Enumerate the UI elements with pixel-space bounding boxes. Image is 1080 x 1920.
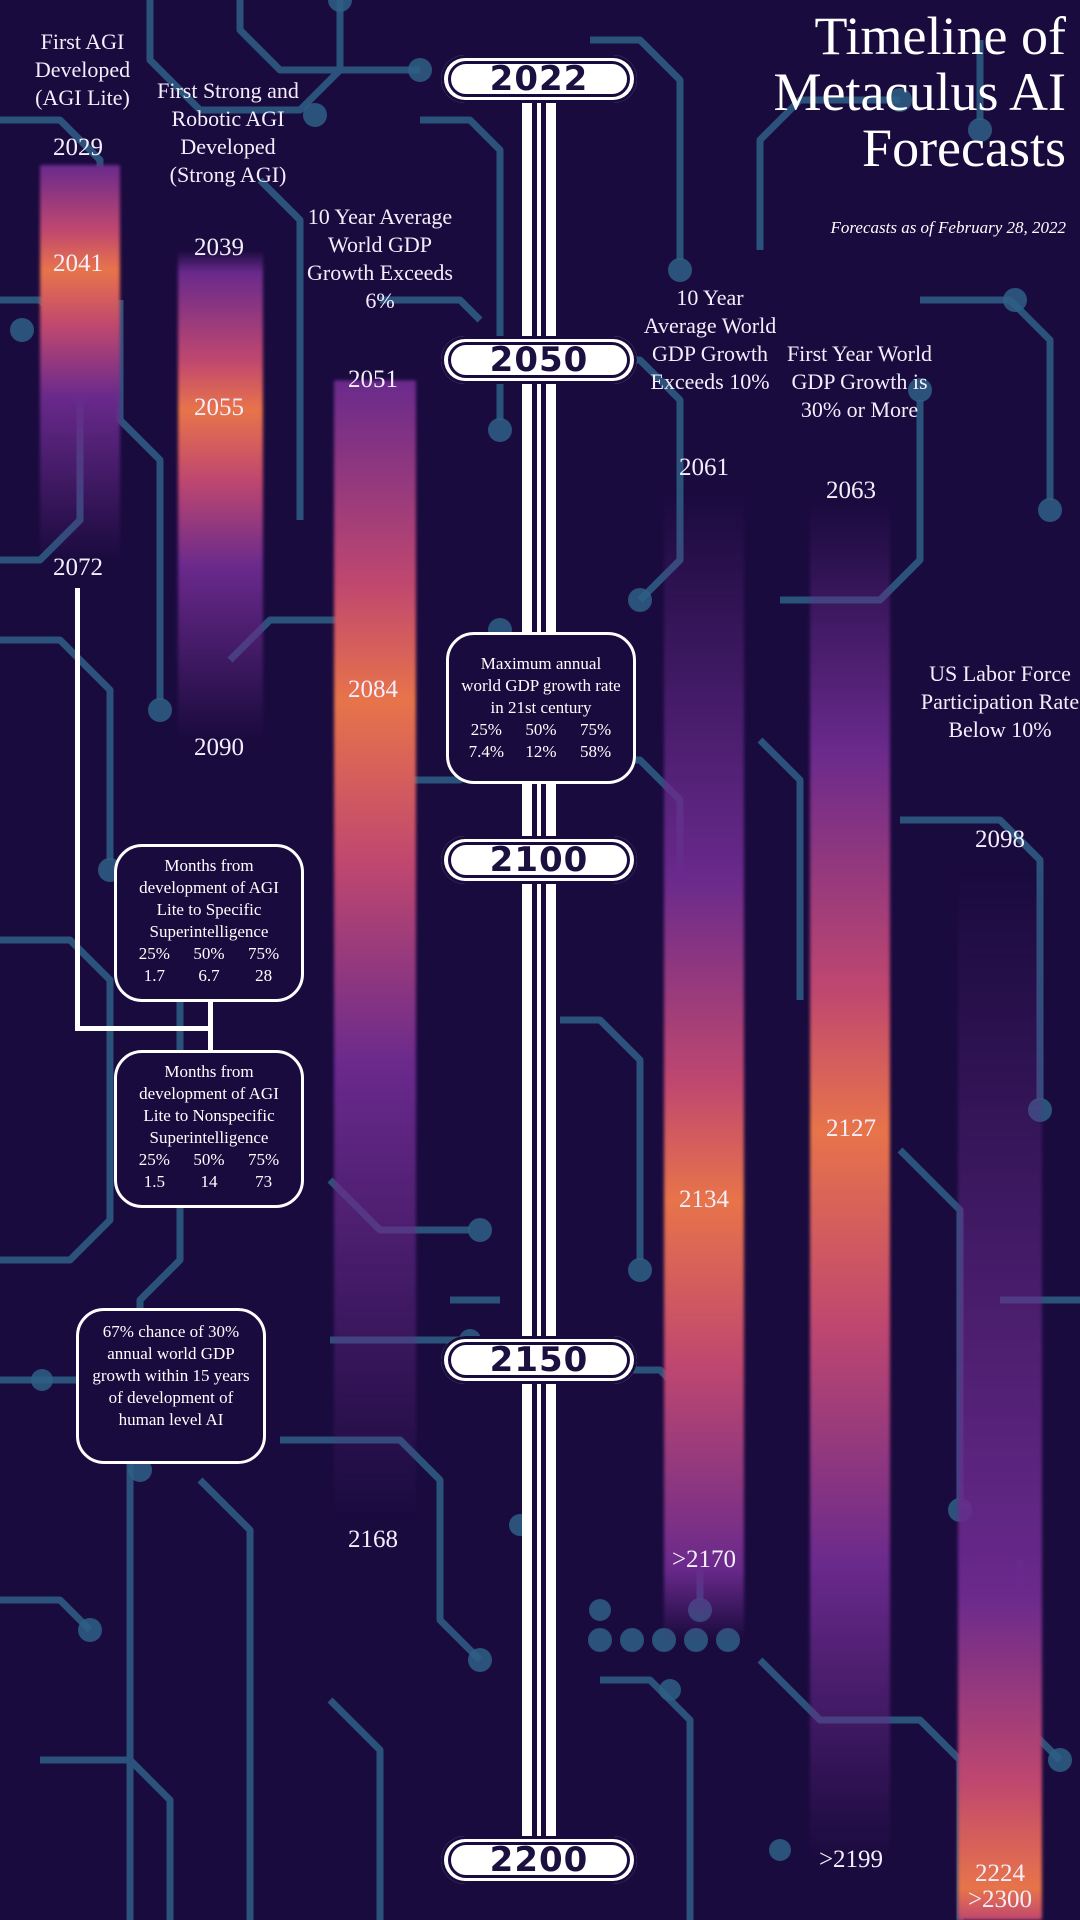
timeline-marker-2022: 2022: [441, 55, 637, 103]
timeline-marker-2150: 2150: [441, 1336, 637, 1384]
forecast-low-labor-force: 2098: [975, 826, 1025, 853]
timeline-marker-2200: 2200: [441, 1836, 637, 1884]
quantile-value: 1.7: [143, 966, 165, 985]
note-title: Maximum annual world GDP growth rate in …: [461, 654, 621, 717]
forecast-high-strong-agi: 2090: [194, 734, 244, 761]
quantile-value: 73: [255, 1172, 273, 1191]
timeline-marker-2050: 2050: [441, 336, 637, 384]
forecast-bar: [334, 380, 416, 1520]
quantile-headers: 25% 50% 75%: [127, 1149, 291, 1171]
forecast-bar: [664, 490, 744, 1640]
note-max-gdp-growth: Maximum annual world GDP growth rate in …: [446, 632, 636, 784]
forecast-high-gdp-6pct: 2168: [348, 1526, 398, 1553]
quantile-header: 75%: [580, 720, 612, 739]
forecast-median-gdp-10pct: 2134: [679, 1186, 729, 1213]
forecast-bar: [40, 165, 120, 560]
quantile-header: 25%: [138, 944, 170, 963]
quantile-value: 6.7: [198, 966, 220, 985]
forecast-median-gdp-6pct: 2084: [348, 676, 398, 703]
quantile-value: 28: [255, 966, 273, 985]
forecast-low-gdp-10pct: 2061: [679, 454, 729, 481]
quantile-header: 75%: [248, 944, 280, 963]
quantile-value: 1.5: [143, 1172, 165, 1191]
forecast-high-gdp-10pct: >2170: [671, 1546, 737, 1573]
forecast-low-gdp-6pct: 2051: [348, 366, 398, 393]
forecast-high-first-agi: 2072: [53, 554, 103, 581]
forecast-label-first-agi: First AGI Developed (AGI Lite): [34, 29, 131, 110]
forecast-low-gdp-30pct: 2063: [826, 477, 876, 504]
connector-line: [75, 588, 80, 1031]
note-specific-superintelligence: Months from development of AGI Lite to S…: [114, 844, 304, 1002]
quantile-header: 75%: [248, 1150, 280, 1169]
quantile-headers: 25% 50% 75%: [127, 943, 291, 965]
connector-line: [208, 998, 213, 1054]
forecast-low-first-agi: 2029: [53, 134, 103, 161]
note-nonspecific-superintelligence: Months from development of AGI Lite to N…: [114, 1050, 304, 1208]
connector-line: [75, 1026, 213, 1031]
note-title: Months from development of AGI Lite to S…: [139, 856, 279, 941]
forecast-bar: [958, 870, 1042, 1920]
quantile-values: 1.7 6.7 28: [127, 965, 291, 987]
forecast-label-gdp-10pct: 10 Year Average World GDP Growth Exceeds…: [643, 285, 777, 394]
quantile-header: 50%: [525, 720, 557, 739]
quantile-header: 50%: [193, 944, 225, 963]
forecast-bar: [810, 500, 890, 1860]
forecast-label-strong-agi: First Strong and Robotic AGI Developed (…: [157, 78, 299, 187]
forecast-bar: [178, 250, 263, 740]
note-gdp-growth-chance: 67% chance of 30% annual world GDP growt…: [76, 1308, 266, 1464]
quantile-value: 14: [200, 1172, 218, 1191]
quantile-value: 58%: [580, 742, 612, 761]
page-subtitle: Forecasts as of February 28, 2022: [830, 218, 1066, 237]
forecast-low-strong-agi: 2039: [194, 234, 244, 261]
forecast-label-gdp-6pct: 10 Year Average World GDP Growth Exceeds…: [306, 204, 453, 313]
quantile-value: 7.4%: [468, 742, 505, 761]
quantile-header: 25%: [138, 1150, 170, 1169]
timeline-marker-2100: 2100: [441, 836, 637, 884]
forecast-high-gdp-30pct: >2199: [818, 1846, 884, 1873]
forecast-median-strong-agi: 2055: [194, 394, 244, 421]
forecast-label-gdp-30pct: First Year World GDP Growth is 30% or Mo…: [786, 341, 933, 422]
forecast-label-labor-force: US Labor Force Participation Rate Below …: [920, 661, 1080, 742]
forecast-median-labor-force: 2224: [975, 1860, 1025, 1887]
forecast-high-labor-force: >2300: [967, 1886, 1033, 1913]
quantile-headers: 25% 50% 75%: [459, 719, 623, 741]
note-title: Months from development of AGI Lite to N…: [139, 1062, 279, 1147]
quantile-value: 12%: [525, 742, 557, 761]
page-title: Timeline of Metaculus AI Forecasts: [773, 6, 1066, 178]
note-text: 67% chance of 30% annual world GDP growt…: [92, 1322, 250, 1429]
quantile-header: 50%: [193, 1150, 225, 1169]
forecast-median-first-agi: 2041: [53, 250, 103, 277]
quantile-header: 25%: [470, 720, 502, 739]
quantile-values: 1.5 14 73: [127, 1171, 291, 1193]
quantile-values: 7.4% 12% 58%: [459, 741, 623, 763]
forecast-median-gdp-30pct: 2127: [826, 1115, 876, 1142]
